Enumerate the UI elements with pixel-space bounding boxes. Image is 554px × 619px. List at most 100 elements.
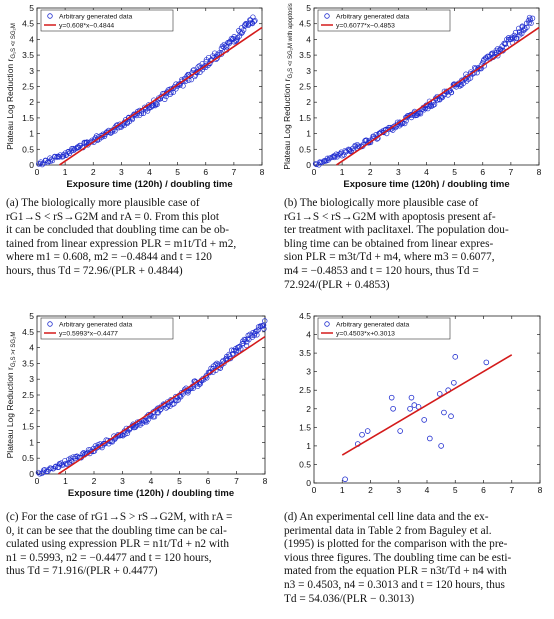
- caption-d: (d) An experimental cell line data and t…: [284, 511, 548, 606]
- x-tick-label: 1: [63, 167, 68, 177]
- legend: Arbitrary generated data y=0.4503*x+0.301…: [317, 317, 451, 340]
- y-tick-label: 0.5: [299, 144, 311, 154]
- y-axis-label-subscript: G₁S >r SG₂M: [11, 332, 17, 368]
- data-point: [260, 323, 266, 329]
- data-point: [365, 140, 372, 146]
- data-point: [427, 435, 433, 442]
- fit-line: [341, 354, 513, 456]
- x-tick-label: 2: [368, 167, 373, 177]
- x-tick-label: 4: [425, 485, 430, 495]
- legend-label-data: Arbitrary generated data: [336, 14, 410, 21]
- data-point: [222, 356, 229, 362]
- data-point: [529, 15, 536, 21]
- chart-d: 0 1 2 3 4 5 6 7 8 0 0.5 1 1.5 2 2.5 3 3.5 4 4.5 Arbitrary g…: [299, 311, 542, 495]
- data-point: [242, 22, 248, 28]
- data-point: [431, 101, 438, 108]
- data-point: [49, 157, 56, 164]
- y-tick-label: 1.5: [22, 113, 34, 123]
- caption-b: (b) The biologically more plausible case…: [284, 197, 548, 292]
- caption-a-line-6: hours, thus Td = 72.96/(PLR + 0.4844): [6, 264, 183, 277]
- data-point: [233, 37, 240, 44]
- data-point: [254, 332, 260, 338]
- caption-a-line-2: rG1→S < rS→G2M and rA = 0. From this plo…: [6, 210, 219, 223]
- data-point: [134, 422, 140, 428]
- data-point: [160, 401, 167, 407]
- caption-d-line-4: vious three figures. The doubling time c…: [284, 551, 512, 564]
- data-point: [512, 29, 519, 36]
- legend: Arbitrary generated data y=0.6077*x−0.485…: [317, 9, 451, 32]
- x-tick-label: 2: [368, 485, 373, 495]
- caption-b-line-4: bling time can be obtained from linear e…: [284, 237, 494, 250]
- plot-frame: [36, 315, 266, 475]
- data-point: [408, 394, 415, 401]
- plot-frame: [313, 7, 540, 166]
- data-point: [452, 81, 458, 87]
- y-tick-label: 3: [29, 66, 34, 76]
- data-point: [207, 60, 213, 66]
- legend-marker-points: [324, 321, 330, 327]
- data-point: [262, 318, 268, 324]
- y-tick-label: 0: [29, 160, 34, 170]
- y-tick-label: 5: [306, 3, 311, 13]
- data-point: [467, 71, 474, 77]
- x-tick-label: 7: [509, 485, 514, 495]
- y-tick-label: 2.5: [22, 390, 34, 400]
- y-tick-label: 4: [29, 34, 34, 44]
- x-tick-label: 3: [120, 476, 125, 486]
- data-point: [483, 359, 490, 366]
- x-tick-label: 3: [119, 167, 124, 177]
- y-tick-label: 0.5: [22, 144, 34, 154]
- y-tick-label: 3.5: [299, 348, 311, 358]
- caption-b-line-6: m4 = −0.4853 and t = 120 hours, thus Td …: [284, 264, 479, 277]
- data-point: [196, 381, 203, 387]
- data-point: [246, 336, 252, 343]
- plot-frame: [36, 7, 263, 166]
- legend: Arbitrary generated data y=0.608*x−0.4844: [40, 9, 174, 32]
- data-point: [38, 159, 44, 165]
- data-point: [230, 350, 236, 357]
- data-point: [364, 428, 371, 434]
- y-tick-label: 3.5: [299, 50, 311, 60]
- x-tick-label: 0: [35, 167, 40, 177]
- data-point: [200, 64, 207, 70]
- caption-c-line-4: n1 = 0.5993, n2 = −0.4477 and t = 120 ho…: [6, 551, 212, 564]
- data-point: [421, 417, 427, 423]
- data-point: [119, 432, 125, 438]
- data-point: [144, 419, 150, 425]
- data-point: [163, 93, 169, 100]
- data-point: [188, 76, 195, 83]
- y-tick-label: 1.5: [299, 422, 311, 432]
- figure-panel-b: 0 1 2 3 4 5 6 7 8 0 0.5 1 1.5 2 2.5 3 3.5 4 4.5 5 Exposure t…: [277, 0, 554, 200]
- caption-d-line-6: n3 = 0.4503, n4 = 0.3013 and t = 120 hou…: [284, 578, 505, 591]
- x-tick-label: 7: [232, 167, 237, 177]
- caption-c-line-1: (c) For the case of rG1→S > rS→G2M, with…: [6, 511, 233, 523]
- data-point: [121, 122, 128, 128]
- x-tick-label: 3: [396, 167, 401, 177]
- y-tick-label: 3: [29, 374, 34, 384]
- legend-box: [317, 317, 451, 340]
- legend-label-data: Arbitrary generated data: [59, 14, 133, 21]
- data-point: [145, 416, 152, 422]
- legend-marker-points: [324, 13, 330, 19]
- data-point: [39, 162, 45, 168]
- legend-label-fit: y=0.5993*x−0.4477: [59, 331, 118, 338]
- y-tick-label: 3: [306, 367, 311, 377]
- fit-line: [59, 26, 263, 166]
- y-tick-label: 2.5: [299, 82, 311, 92]
- data-point: [170, 89, 176, 95]
- x-tick-label: 7: [509, 167, 514, 177]
- data-point: [348, 148, 354, 154]
- data-point: [342, 476, 348, 483]
- x-tick-label: 5: [177, 476, 182, 486]
- caption-d-line-7: Td = 54.036/(PLR − 0.3013): [284, 592, 415, 605]
- caption-c-line-2: 0, it can be see that the doubling time …: [6, 524, 227, 537]
- x-tick-label: 6: [480, 167, 485, 177]
- y-tick-label: 1: [306, 441, 311, 451]
- legend-label-fit: y=0.4503*x+0.3013: [336, 331, 395, 338]
- x-tick-label: 5: [175, 167, 180, 177]
- x-tick-label: 4: [149, 476, 154, 486]
- y-tick-label: 1: [29, 129, 34, 139]
- y-axis-label-main: Plateau Log Reduction r: [5, 367, 15, 458]
- data-point: [162, 96, 168, 102]
- y-tick-label: 3.5: [22, 50, 34, 60]
